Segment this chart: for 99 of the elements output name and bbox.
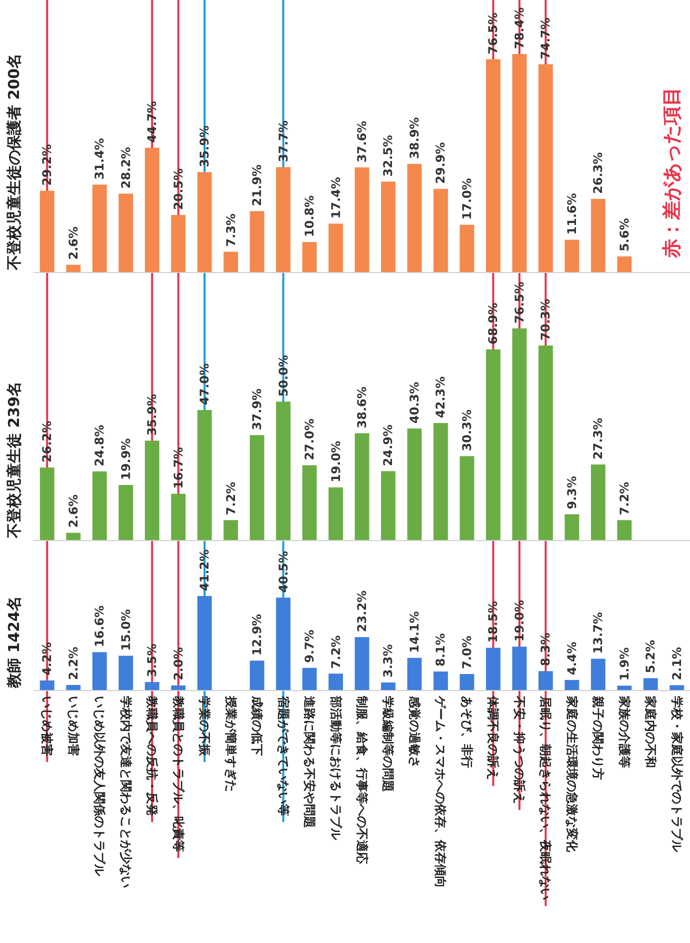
data-label: 21.9%	[250, 164, 264, 206]
data-label: 35.9%	[145, 394, 160, 436]
x-tick-label: 宿題ができていない等	[276, 695, 290, 816]
data-label: 15.0%	[118, 609, 133, 651]
data-label: 16.6%	[92, 605, 107, 648]
x-tick-label: いじめ被害	[40, 696, 54, 756]
data-label: 38.6%	[355, 386, 369, 428]
data-label: 7.3%	[224, 213, 238, 247]
data-label: 35.9%	[198, 126, 212, 168]
data-label: 47.0%	[198, 363, 212, 405]
x-tick-label: 学業の不振	[198, 696, 212, 757]
data-label: 9.7%	[302, 630, 317, 663]
data-label: 17.0%	[460, 178, 474, 220]
data-label: 4.4%	[564, 642, 579, 675]
data-label: 3.5%	[145, 644, 160, 678]
data-label: 10.8%	[302, 195, 317, 237]
data-label: 40.3%	[407, 382, 422, 424]
data-label: 76.5%	[512, 282, 526, 324]
x-tick-label: いじめ加害	[66, 696, 80, 756]
data-label: 24.8%	[92, 424, 107, 466]
text: 不登校児童生徒 239名	[5, 381, 23, 539]
data-label: 24.9%	[381, 424, 396, 466]
x-tick-label: 学校・家庭以外でのトラブル	[670, 696, 684, 853]
data-label: 5.6%	[617, 218, 632, 252]
data-label: 17.4%	[328, 176, 343, 219]
text: 不登校児童生徒の保護者 200名	[5, 53, 23, 271]
data-label: 50.0%	[276, 355, 290, 397]
data-label: 27.3%	[591, 418, 606, 460]
data-label: 31.4%	[92, 138, 107, 180]
data-label: 13.7%	[591, 612, 606, 654]
data-label: 78.4%	[512, 7, 526, 49]
data-label: 32.5%	[381, 134, 396, 177]
data-label: 12.9%	[250, 614, 264, 656]
x-tick-label: 成績の低下	[250, 695, 264, 756]
data-label: 27.0%	[302, 418, 317, 460]
data-label: 19.9%	[118, 438, 133, 480]
x-tick-label: 進路に関わる不安や問題	[302, 695, 317, 828]
x-tick-label: 居眠り、朝起きられない、夜眠れない	[538, 695, 553, 900]
x-tick-label: 体調不良の訴え	[486, 695, 500, 780]
data-label: 44.7%	[145, 101, 160, 143]
data-label: 7.2%	[328, 635, 343, 669]
data-label: 2.2%	[66, 646, 80, 680]
data-label: 29.2%	[40, 144, 54, 186]
data-label: 8.3%	[538, 632, 553, 666]
data-label: 14.1%	[407, 611, 422, 653]
data-label: 37.9%	[250, 388, 264, 430]
data-label: 4.2%	[40, 642, 54, 676]
data-label: 11.6%	[564, 193, 579, 235]
x-tick-label: 部活動等におけるトラブル	[328, 695, 343, 841]
x-tick-label: 学級編制等の問題	[381, 696, 396, 792]
x-tick-label: 家庭内の不和	[644, 695, 658, 768]
data-label: 20.5%	[171, 168, 186, 210]
data-label: 7.0%	[460, 636, 474, 670]
x-tick-label: あそび、非行	[460, 696, 474, 768]
data-label: 9.3%	[564, 476, 579, 510]
data-label: 16.7%	[171, 447, 186, 489]
x-tick-label: 授業が簡単すぎた	[224, 695, 238, 792]
data-label: 37.7%	[276, 120, 290, 162]
data-label: 19.0%	[328, 440, 343, 482]
data-label: 29.9%	[434, 142, 448, 184]
x-tick-label: いじめ以外の友人関係のトラブル	[92, 696, 107, 877]
data-label: 38.9%	[407, 117, 422, 159]
x-tick-label: 家庭の生活環境の急激な変化	[564, 695, 579, 853]
data-label: 23.2%	[355, 590, 369, 632]
x-tick-label: 学校内で友達と関わることが少ない	[118, 696, 133, 888]
data-label: 26.2%	[40, 420, 54, 463]
data-label: 7.2%	[617, 482, 632, 516]
data-label: 76.5%	[486, 12, 500, 54]
data-label: 28.2%	[118, 146, 133, 189]
data-label: 70.3%	[538, 298, 553, 340]
data-label: 19.0%	[512, 600, 526, 642]
data-label: 8.1%	[434, 633, 448, 667]
data-label: 40.5%	[276, 550, 290, 593]
data-label: 3.3%	[381, 644, 396, 678]
x-tick-label: ゲーム・スマホへの依存、依存傾向	[434, 695, 448, 888]
data-label: 1.9%	[617, 647, 632, 681]
data-label: 68.9%	[486, 302, 500, 344]
x-tick-label: 感覚の過敏さ	[407, 695, 422, 768]
data-label: 42.3%	[434, 376, 448, 418]
data-label: 7.2%	[224, 482, 238, 516]
x-tick-label: 不安・抑うつの訴え	[512, 695, 526, 804]
data-label: 37.6%	[355, 120, 369, 162]
text: 教師 1424名	[5, 596, 23, 689]
data-label: 18.5%	[486, 601, 500, 643]
annotation: 赤：差があった項目	[661, 87, 683, 259]
x-tick-label: 家族の介護等	[617, 695, 632, 768]
data-label: 2.6%	[66, 226, 80, 260]
x-tick-label: 親子の関わり方	[591, 695, 606, 780]
data-label: 30.3%	[460, 410, 474, 452]
data-label: 2.6%	[66, 494, 80, 528]
data-label: 5.2%	[644, 640, 658, 674]
data-label: 41.2%	[198, 549, 212, 591]
x-tick-label: 教職員とのトラブル、叱責等	[171, 695, 186, 852]
data-label: 74.7%	[538, 18, 553, 60]
data-label: 2.0%	[171, 647, 186, 680]
x-tick-label: 教職員への反抗・反発	[145, 695, 160, 816]
x-tick-label: 制服、給食、行事等への不適応	[355, 695, 369, 864]
data-label: 26.3%	[591, 152, 606, 194]
data-label: 2.1%	[670, 646, 684, 680]
